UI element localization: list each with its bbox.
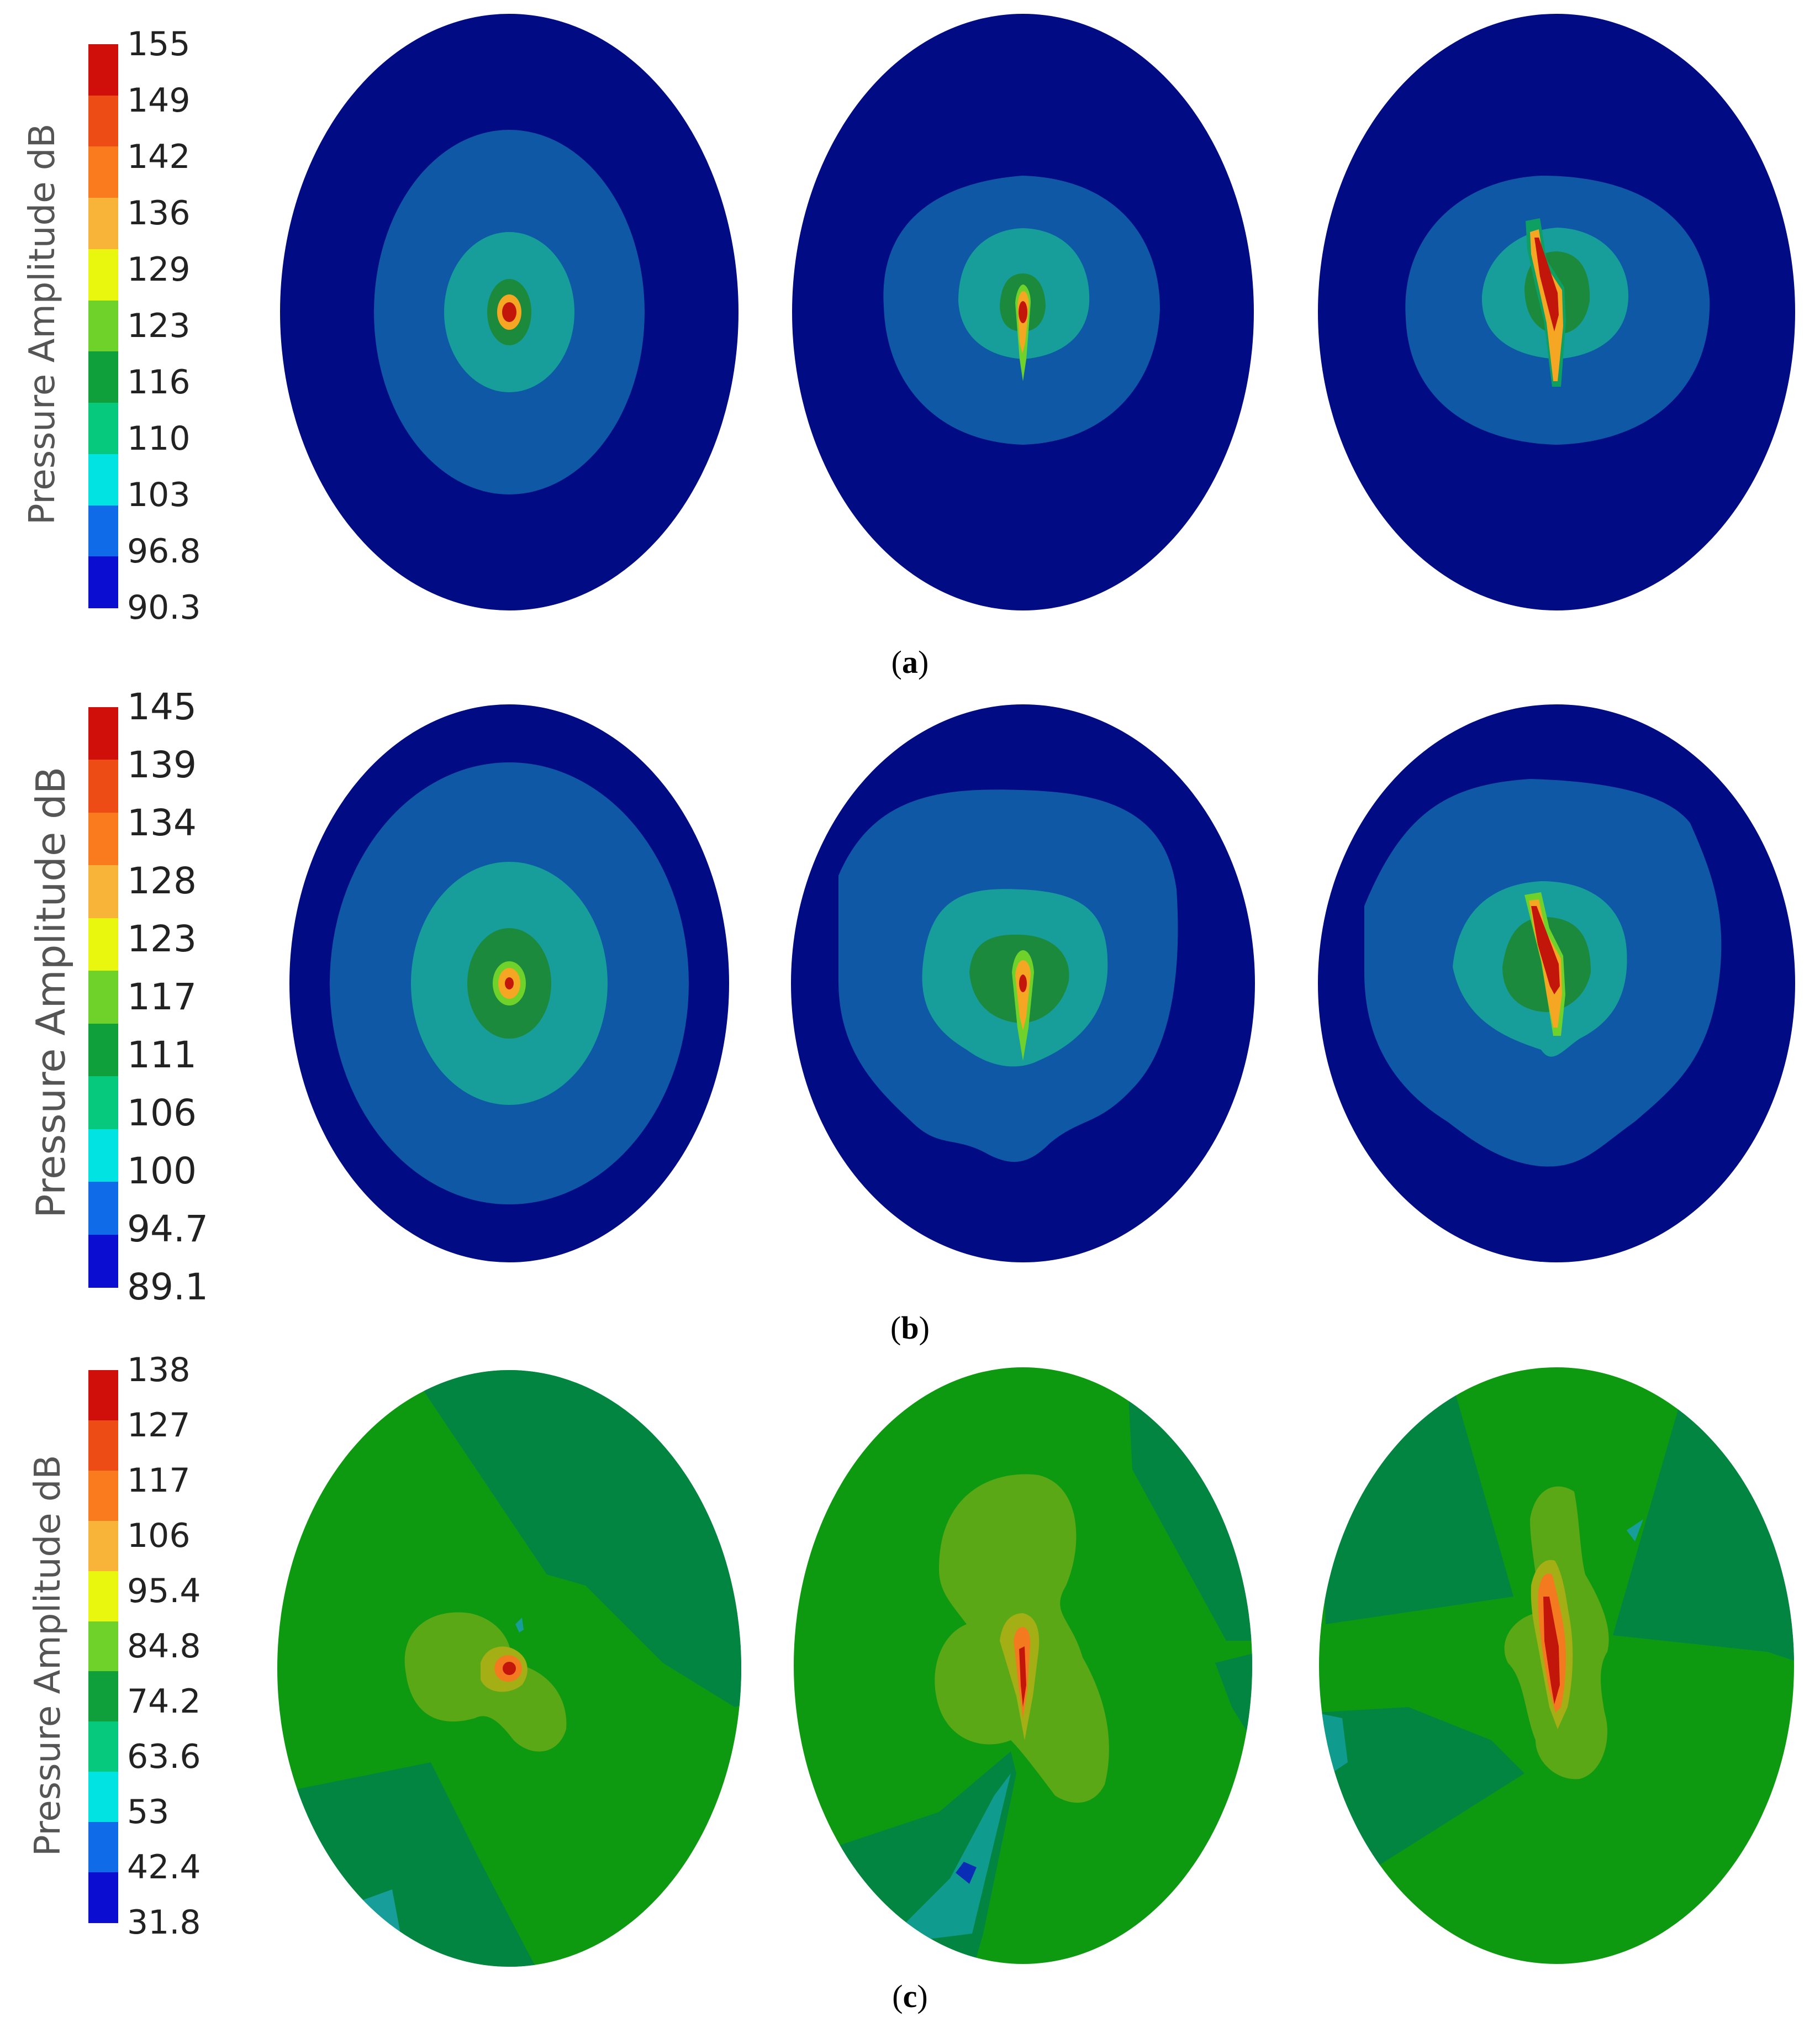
colorbar-tick-label: 31.8	[127, 1903, 201, 1942]
colorbar	[88, 44, 118, 608]
colorbar-swatch	[88, 146, 118, 199]
contour-maps	[289, 704, 1795, 1262]
colorbar-swatch	[88, 44, 118, 96]
colorbar-swatch	[88, 1721, 118, 1773]
contour-map-1	[289, 704, 729, 1262]
panel-c: Pressure Amplitude dB 138 127 117 106 95.4 84…	[0, 1354, 1820, 2016]
colorbar-swatch	[88, 454, 118, 506]
colorbar-tick-label: 155	[127, 25, 191, 64]
contour-map-2	[794, 1367, 1252, 1964]
colorbar-tick-label: 106	[127, 1092, 197, 1134]
colorbar-tick-label: 142	[127, 138, 191, 176]
colorbar-swatch	[88, 1470, 118, 1521]
colorbar-swatch	[88, 1872, 118, 1923]
colorbar-tick-label: 96.8	[127, 532, 201, 571]
colorbar-swatch	[88, 95, 118, 148]
colorbar-tick-label: 110	[127, 419, 191, 458]
colorbar-tick-label: 116	[127, 363, 191, 402]
colorbar-tick-label: 123	[127, 918, 197, 960]
colorbar-tick-label: 128	[127, 860, 197, 902]
colorbar-swatch	[88, 505, 118, 557]
colorbar-swatch	[88, 403, 118, 455]
colorbar-swatch	[88, 865, 118, 919]
colorbar-swatch	[88, 1772, 118, 1823]
colorbar-swatch	[88, 812, 118, 866]
panel-a: Pressure Amplitude dB 155 149 142 136 129 123…	[0, 0, 1820, 680]
panel-caption: (a)	[891, 644, 929, 680]
colorbar-swatch	[88, 1370, 118, 1421]
colorbar-tick-label: 129	[127, 250, 191, 289]
colorbar-swatch	[88, 556, 118, 608]
colorbar-swatch	[88, 1621, 118, 1672]
contour-map-1	[277, 1370, 741, 1967]
colorbar-tick-label: 90.3	[127, 588, 201, 627]
colorbar-swatch	[88, 1076, 118, 1130]
colorbar-swatch	[88, 971, 118, 1024]
contour-maps	[277, 1367, 1794, 1967]
colorbar	[88, 707, 118, 1288]
colorbar-tick-label: 100	[127, 1150, 197, 1192]
colorbar-swatch	[88, 1571, 118, 1622]
colorbar-swatch	[88, 198, 118, 250]
colorbar-tick-label: 127	[127, 1406, 191, 1445]
colorbar	[88, 1370, 118, 1923]
colorbar-tick-label: 111	[127, 1034, 197, 1076]
contour-map-2	[791, 704, 1255, 1262]
colorbar-tick-label: 42.4	[127, 1848, 201, 1887]
colorbar-swatch	[88, 1671, 118, 1723]
colorbar-swatch	[88, 1182, 118, 1235]
colorbar-tick-label: 149	[127, 81, 191, 120]
panel-b: Pressure Amplitude dB 145 139 134 128 123 117…	[0, 685, 1820, 1348]
colorbar-swatch	[88, 1129, 118, 1183]
colorbar-swatch	[88, 1520, 118, 1572]
contour-maps	[280, 14, 1795, 610]
colorbar-tick-label: 89.1	[127, 1266, 208, 1308]
colorbar-swatch	[88, 1822, 118, 1873]
colorbar-tick-label: 145	[127, 686, 197, 728]
colorbar-swatch	[88, 1420, 118, 1471]
contour-map-3	[1318, 704, 1795, 1262]
colorbar-swatch	[88, 300, 118, 352]
colorbar-tick-label: 84.8	[127, 1627, 201, 1666]
colorbar-swatch	[88, 1234, 118, 1288]
panel-caption: (b)	[890, 1310, 930, 1346]
panel-caption: (c)	[892, 1978, 928, 2014]
colorbar-tick-label: 123	[127, 307, 191, 345]
contour-map-3	[1318, 14, 1795, 610]
colorbar-tick-label: 136	[127, 194, 191, 233]
colorbar-tick-label: 74.2	[127, 1682, 201, 1721]
contour-map-2	[792, 14, 1254, 610]
colorbar-tick-label: 134	[127, 802, 197, 844]
colorbar-tick-label: 95.4	[127, 1572, 201, 1610]
colorbar-tick-label: 139	[127, 744, 197, 786]
colorbar-tick-label: 117	[127, 976, 197, 1018]
colorbar-tick-label: 117	[127, 1461, 191, 1500]
colorbar-swatch	[88, 351, 118, 404]
colorbar-tick-label: 138	[127, 1351, 191, 1389]
contour-map-1	[280, 14, 738, 610]
colorbar-tick-label: 106	[127, 1516, 191, 1555]
colorbar-tick-label: 103	[127, 476, 191, 514]
contour-map-3	[1319, 1367, 1794, 1964]
colorbar-swatch	[88, 760, 118, 813]
colorbar-swatch	[88, 707, 118, 761]
colorbar-tick-label: 94.7	[127, 1208, 208, 1250]
colorbar-tick-label: 53	[127, 1793, 170, 1831]
colorbar-swatch	[88, 918, 118, 972]
colorbar-swatch	[88, 249, 118, 301]
colorbar-swatch	[88, 1023, 118, 1077]
colorbar-tick-label: 63.6	[127, 1737, 201, 1776]
